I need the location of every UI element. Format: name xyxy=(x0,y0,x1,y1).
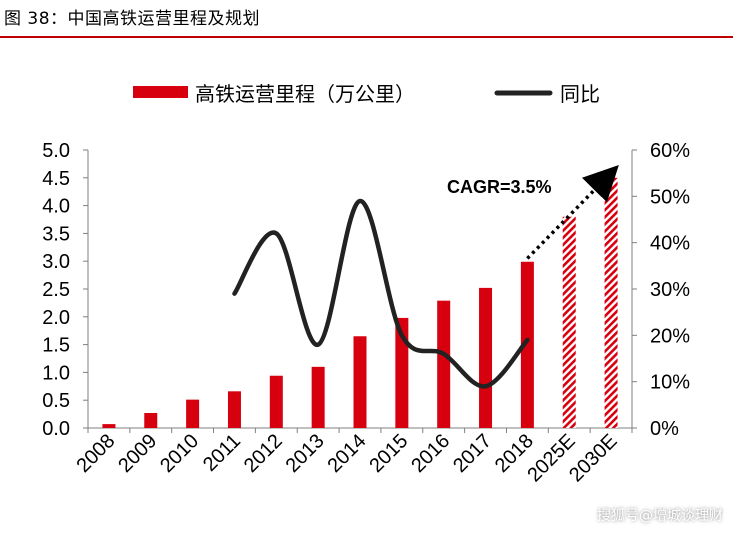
left-tick-label: 1.5 xyxy=(42,335,70,357)
right-tick-label: 40% xyxy=(650,233,690,255)
legend-line-label: 同比 xyxy=(560,82,600,106)
right-tick-label: 0% xyxy=(650,418,679,440)
right-tick-label: 30% xyxy=(650,279,690,301)
x-tick-label: 2012 xyxy=(240,430,287,477)
x-tick-label: 2013 xyxy=(282,430,329,477)
x-tick-label: 2016 xyxy=(407,430,454,477)
left-tick-label: 1.0 xyxy=(42,362,70,384)
left-tick-label: 0.5 xyxy=(42,390,70,412)
legend-bar-label: 高铁运营里程（万公里） xyxy=(195,82,415,106)
right-tick-label: 20% xyxy=(650,325,690,347)
left-tick-label: 2.0 xyxy=(42,307,70,329)
x-tick-label: 2008 xyxy=(72,430,119,477)
right-tick-label: 60% xyxy=(650,140,690,162)
cagr-label: CAGR=3.5% xyxy=(447,177,552,197)
bar-2010 xyxy=(186,399,200,428)
right-tick-label: 10% xyxy=(650,372,690,394)
bar-2008 xyxy=(102,424,116,428)
right-tick-label: 50% xyxy=(650,186,690,208)
cagr-arrow xyxy=(526,165,619,260)
left-tick-label: 4.5 xyxy=(42,168,70,190)
x-tick-label: 2015 xyxy=(365,430,412,477)
x-tick-label: 2011 xyxy=(199,430,245,476)
bar-2025E xyxy=(562,216,576,428)
source-watermark: 搜狐号@增城谈理财 xyxy=(597,508,723,524)
left-tick-label: 5.0 xyxy=(42,140,70,162)
bar-2014 xyxy=(353,336,367,428)
left-tick-label: 3.5 xyxy=(42,223,70,245)
bar-2018 xyxy=(520,261,534,428)
left-tick-label: 4.0 xyxy=(42,196,70,218)
x-tick-label: 2030E xyxy=(565,430,621,486)
bar-2015 xyxy=(395,317,409,428)
left-tick-label: 0.0 xyxy=(42,418,70,440)
yoy-growth-line xyxy=(232,198,530,389)
bar-2009 xyxy=(144,412,158,428)
bar-2013 xyxy=(311,366,325,428)
bar-2012 xyxy=(269,375,283,428)
x-tick-label: 2010 xyxy=(156,430,203,477)
figure-title: 图 38：中国高铁运营里程及规划 xyxy=(4,9,261,29)
title-rule xyxy=(0,36,733,38)
x-tick-label: 2009 xyxy=(114,430,161,477)
left-tick-label: 2.5 xyxy=(42,279,70,301)
legend-bar-swatch xyxy=(133,86,188,98)
left-tick-label: 3.0 xyxy=(42,251,70,273)
bar-2017 xyxy=(479,287,493,428)
bar-2030E xyxy=(604,177,618,428)
x-tick-label: 2014 xyxy=(324,430,371,477)
bar-2011 xyxy=(227,391,241,428)
bar-2016 xyxy=(437,300,451,428)
x-tick-label: 2017 xyxy=(449,430,496,477)
